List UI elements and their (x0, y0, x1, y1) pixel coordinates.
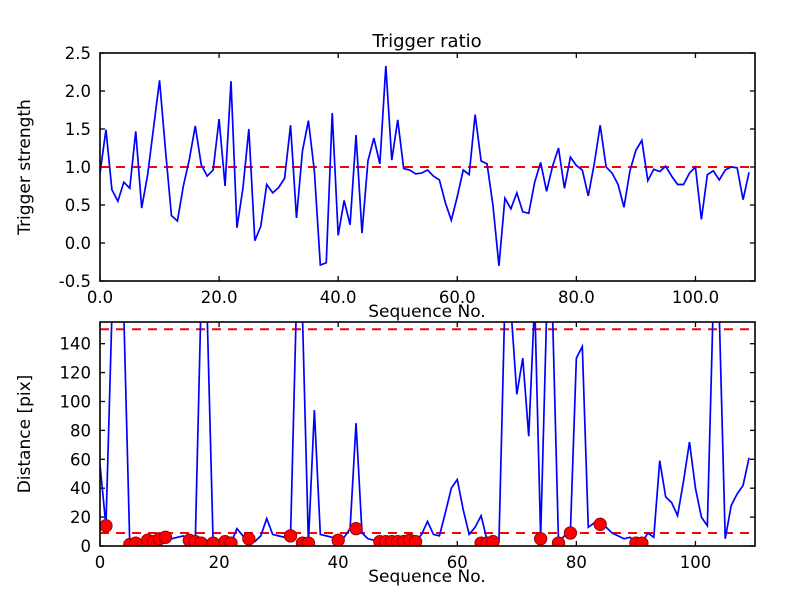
y-tick-label: 2.5 (65, 44, 91, 63)
y-tick-label: 60 (70, 450, 91, 469)
y-tick-label: 80 (70, 421, 91, 440)
x-tick-label: 100.0 (672, 288, 719, 307)
detected-point-marker (283, 529, 298, 543)
x-tick-label: 80 (566, 553, 587, 572)
bottom-y-axis-label: Distance [pix] (15, 375, 35, 494)
detected-point-marker (533, 532, 548, 546)
y-tick-label: 0.5 (65, 196, 91, 215)
bottom-x-tick-group: 0 20 40 60 80 100 (95, 322, 711, 572)
x-tick-label: 40 (328, 553, 349, 572)
top-x-axis-label: Sequence No. (368, 302, 485, 322)
page-title: Trigger ratio (371, 31, 481, 52)
x-tick-label: 80.0 (558, 288, 595, 307)
trigger-strength-line (100, 65, 750, 267)
detected-point-marker (563, 526, 578, 540)
axes-distance: Distance [pix] Sequence No. 0 20 40 60 80 100… (15, 321, 756, 587)
detected-point-marker (301, 536, 316, 546)
axes-trigger-ratio: Trigger ratio Trigger strength Sequence … (15, 31, 756, 322)
detected-point-marker (100, 519, 113, 533)
detected-point-marker (551, 536, 566, 546)
detected-point-marker (486, 535, 500, 546)
y-tick-label: 1.5 (65, 120, 91, 139)
y-tick-label: 0.0 (65, 234, 91, 253)
top-y-tick-group: -0.5 0.0 0.5 1.0 1.5 2.0 2.5 (59, 44, 755, 291)
y-tick-label: 140 (60, 335, 92, 354)
detected-point-marker (129, 536, 143, 546)
y-tick-label: -0.5 (59, 272, 91, 291)
detected-point-marker (408, 535, 423, 546)
top-y-axis-label: Trigger strength (15, 99, 35, 236)
distance-line (100, 322, 750, 546)
detected-point-marker (224, 536, 238, 546)
x-tick-label: 20 (209, 553, 230, 572)
x-tick-label: 0.0 (87, 288, 113, 307)
x-tick-label: 60 (447, 553, 468, 572)
y-tick-label: 120 (60, 364, 92, 383)
x-tick-label: 40.0 (320, 288, 357, 307)
y-tick-label: 2.0 (65, 82, 91, 101)
detected-point-marker (206, 536, 220, 546)
top-axes-frame (99, 52, 756, 282)
detected-point-markers (100, 517, 649, 546)
detected-point-marker (331, 533, 345, 546)
top-x-tick-group: 0.0 20.0 40.0 60.0 80.0 100.0 (87, 53, 719, 307)
detected-point-marker (194, 536, 208, 546)
bottom-x-axis-label: Sequence No. (368, 567, 485, 587)
detected-point-marker (158, 530, 173, 544)
y-tick-label: 40 (70, 479, 91, 498)
detected-point-marker (242, 532, 256, 546)
detected-point-marker (349, 522, 363, 536)
x-tick-label: 60.0 (439, 288, 476, 307)
detected-point-marker (635, 536, 649, 546)
x-tick-label: 100 (680, 553, 712, 572)
y-tick-label: 1.0 (65, 158, 91, 177)
bottom-axes-frame (99, 321, 756, 547)
detected-point-marker (593, 517, 607, 531)
y-tick-label: 100 (60, 392, 92, 411)
bottom-y-tick-group: 0 20 40 60 80 100 120 140 (60, 335, 755, 556)
x-tick-label: 0 (95, 553, 106, 572)
x-tick-label: 20.0 (201, 288, 238, 307)
y-tick-label: 0 (81, 537, 92, 556)
y-tick-label: 20 (70, 508, 91, 527)
